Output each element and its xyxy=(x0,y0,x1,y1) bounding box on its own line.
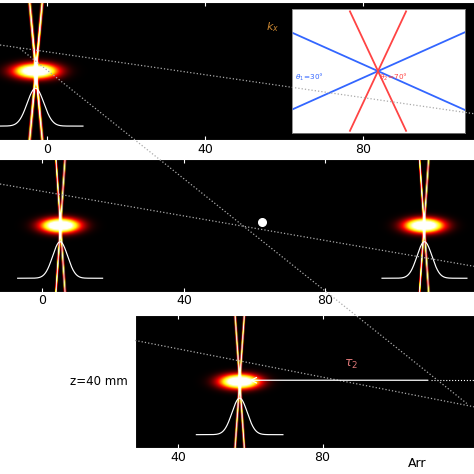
Text: $\lambda$: $\lambda$ xyxy=(335,99,343,113)
Text: $k_x$: $k_x$ xyxy=(266,20,279,34)
Text: Arr: Arr xyxy=(408,457,426,470)
Text: z=40 mm: z=40 mm xyxy=(70,375,128,388)
Text: $\tau_2$: $\tau_2$ xyxy=(344,358,358,371)
